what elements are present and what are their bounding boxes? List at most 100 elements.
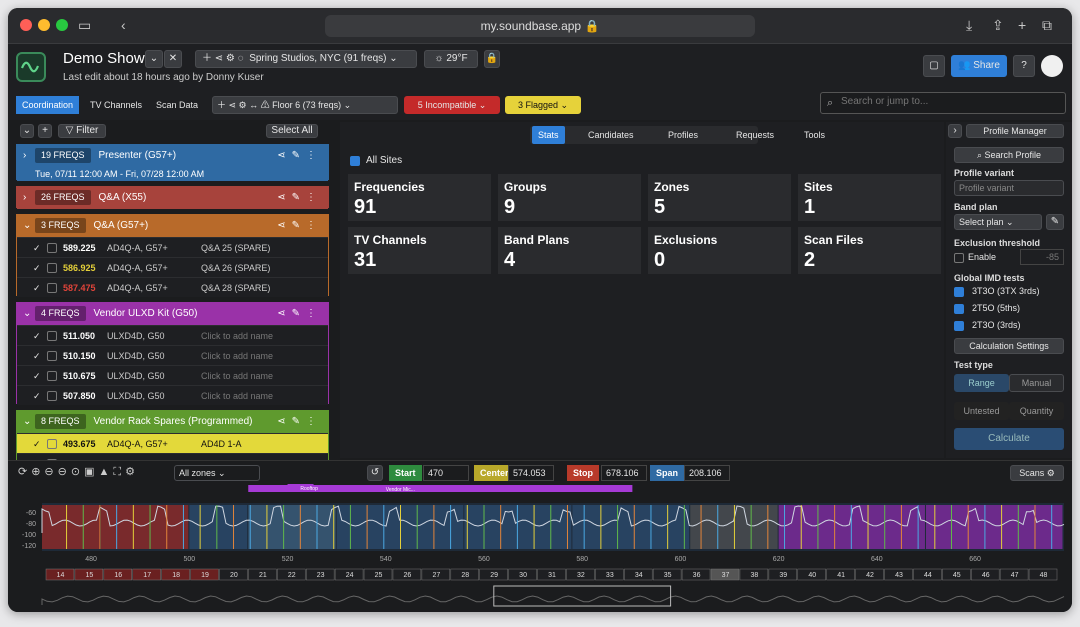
row-checkbox[interactable]: [47, 263, 57, 273]
channel-name[interactable]: Click to add name: [201, 351, 274, 361]
frequency-value[interactable]: 510.150: [63, 351, 96, 361]
frequency-row[interactable]: ✓ 510.675 ULXD4D, G50 Click to add name: [17, 365, 328, 385]
app-logo-icon[interactable]: [16, 52, 46, 82]
channel-cell[interactable]: [884, 568, 913, 581]
calculation-settings-button[interactable]: Calculation Settings: [954, 338, 1064, 354]
tabs-icon[interactable]: ⧉: [1042, 17, 1052, 33]
threshold-input[interactable]: -85: [1020, 249, 1064, 265]
tv-channel-block[interactable]: [925, 505, 1063, 549]
channel-name[interactable]: Q&A 25 (SPARE): [201, 243, 271, 253]
flagged-filter[interactable]: 3 Flagged ⌄: [505, 96, 581, 114]
channel-cell[interactable]: [132, 568, 161, 581]
channel-cell[interactable]: [103, 568, 132, 581]
zone-bar[interactable]: [248, 485, 633, 492]
channel-cell[interactable]: [450, 568, 479, 581]
minimize-dot[interactable]: [38, 19, 50, 31]
group-actions-icon[interactable]: ⋖✎⋮: [277, 308, 322, 319]
share-icon[interactable]: ⇪: [992, 17, 1004, 33]
comments-button[interactable]: ▢: [923, 55, 945, 77]
incompatible-filter[interactable]: 5 Incompatible ⌄: [404, 96, 500, 114]
frequency-value[interactable]: 507.850: [63, 391, 96, 401]
tab-tools[interactable]: Tools: [804, 130, 826, 140]
range-toggle[interactable]: Range: [954, 374, 1009, 392]
row-checkbox[interactable]: [47, 331, 57, 341]
share-button[interactable]: 👥 Share: [951, 55, 1007, 77]
edit-plan-icon[interactable]: ✎: [1046, 214, 1064, 230]
search-profile-button[interactable]: ⌕ Search Profile: [954, 147, 1064, 163]
maximize-dot[interactable]: [56, 19, 68, 31]
channel-cell[interactable]: [508, 568, 537, 581]
row-checkbox[interactable]: [47, 391, 57, 401]
address-bar[interactable]: my.soundbase.app 🔒: [325, 15, 755, 37]
channel-cell[interactable]: [710, 568, 740, 581]
span-input[interactable]: 208.106: [684, 465, 730, 481]
enable-checkbox[interactable]: [954, 253, 964, 263]
frequency-value[interactable]: 510.675: [63, 371, 96, 381]
search-input[interactable]: [841, 96, 1061, 107]
channel-cell[interactable]: [999, 568, 1029, 581]
group-header[interactable]: › 26 FREQS Q&A (X55) ⋖✎⋮: [17, 187, 328, 209]
channel-cell[interactable]: [913, 568, 942, 581]
channel-cell[interactable]: [305, 568, 335, 581]
channel-cell[interactable]: [74, 568, 104, 581]
channel-name[interactable]: Q&A 26 (SPARE): [201, 263, 271, 273]
tab-scan-data[interactable]: Scan Data: [156, 100, 199, 110]
tv-channel-block[interactable]: [42, 505, 100, 549]
group-header[interactable]: › 19 FREQS Presenter (G57+) ⋖✎⋮: [17, 145, 328, 167]
lock-button[interactable]: 🔒: [484, 50, 500, 68]
expand-panel-icon[interactable]: ›: [948, 124, 962, 138]
frequency-row[interactable]: ✓ 587.475 AD4Q-A, G57+ Q&A 28 (SPARE): [17, 277, 328, 297]
show-title[interactable]: Demo Show: [63, 50, 145, 67]
tab-requests[interactable]: Requests: [736, 130, 775, 140]
channel-cell[interactable]: [190, 568, 219, 581]
expand-chevron-icon[interactable]: ⌄: [23, 416, 32, 427]
manual-toggle[interactable]: Manual: [1009, 374, 1064, 392]
channel-cell[interactable]: [768, 568, 798, 581]
frequency-value[interactable]: 493.675: [63, 439, 96, 449]
stat-card[interactable]: Band Plans 4: [498, 227, 641, 274]
imd-checkbox[interactable]: [954, 321, 964, 331]
expand-chevron-icon[interactable]: ›: [23, 150, 27, 161]
stat-card[interactable]: TV Channels 31: [348, 227, 491, 274]
channel-cell[interactable]: [277, 568, 306, 581]
row-checkbox[interactable]: [47, 439, 57, 449]
frequency-row[interactable]: ✓ 586.925 AD4Q-A, G57+ Q&A 26 (SPARE): [17, 257, 328, 277]
channel-cell[interactable]: [566, 568, 595, 581]
spectrum-chart[interactable]: Rooftop Vendor Mic... -60 -80 -100 -120 480 500…: [8, 483, 1072, 611]
profile-variant-select[interactable]: Profile variant: [954, 180, 1064, 196]
group-header[interactable]: ⌄ 8 FREQS Vendor Rack Spares (Programmed) ⋖…: [17, 411, 328, 433]
channel-cell[interactable]: [624, 568, 653, 581]
tv-channel-block[interactable]: [572, 505, 690, 549]
stat-card[interactable]: Scan Files 2: [798, 227, 941, 274]
channel-cell[interactable]: [161, 568, 190, 581]
frequency-value[interactable]: 586.925: [63, 263, 96, 273]
sidebar-icon[interactable]: ▭: [78, 17, 92, 33]
imd-checkbox[interactable]: [954, 304, 964, 314]
add-group-icon[interactable]: +: [38, 124, 52, 138]
close-show-button[interactable]: ✕: [164, 50, 182, 68]
frequency-value[interactable]: 589.225: [63, 243, 96, 253]
frequency-value[interactable]: 587.475: [63, 283, 96, 293]
frequency-row[interactable]: ✓ 493.675 AD4Q-A, G57+ AD4D 1-A: [17, 433, 328, 453]
location-selector[interactable]: ＋ ⋖ ⚙ ◌ Spring Studios, NYC (91 freqs) ⌄: [195, 50, 417, 68]
title-dropdown-button[interactable]: ⌄: [145, 50, 163, 68]
row-checkbox[interactable]: [47, 283, 57, 293]
channel-cell[interactable]: [681, 568, 711, 581]
spectrum-tools-icon[interactable]: ⟳⊕⊖⊖⊙▣▲⛶⚙: [18, 466, 139, 478]
channel-cell[interactable]: [537, 568, 566, 581]
channel-cell[interactable]: [942, 568, 971, 581]
frequency-row[interactable]: ✓ 589.225 AD4Q-A, G57+ Q&A 25 (SPARE): [17, 237, 328, 257]
tv-channel-block[interactable]: [248, 505, 336, 549]
group-header[interactable]: ⌄ 3 FREQS Q&A (G57+) ⋖✎⋮: [17, 215, 328, 237]
collapse-all-icon[interactable]: ⌄: [20, 124, 34, 138]
frequency-row[interactable]: ✓ 507.850 ULXD4D, G50 Click to add name: [17, 385, 328, 405]
channel-cell[interactable]: [652, 568, 682, 581]
tv-channel-block[interactable]: [100, 505, 189, 549]
channel-cell[interactable]: [334, 568, 364, 581]
download-icon[interactable]: ⤓: [966, 17, 973, 33]
stat-card[interactable]: Sites 1: [798, 174, 941, 221]
avatar[interactable]: [1041, 55, 1063, 77]
channel-name[interactable]: Click to add name: [201, 371, 274, 381]
expand-chevron-icon[interactable]: ⌄: [23, 220, 32, 231]
center-input[interactable]: 574.053: [508, 465, 554, 481]
